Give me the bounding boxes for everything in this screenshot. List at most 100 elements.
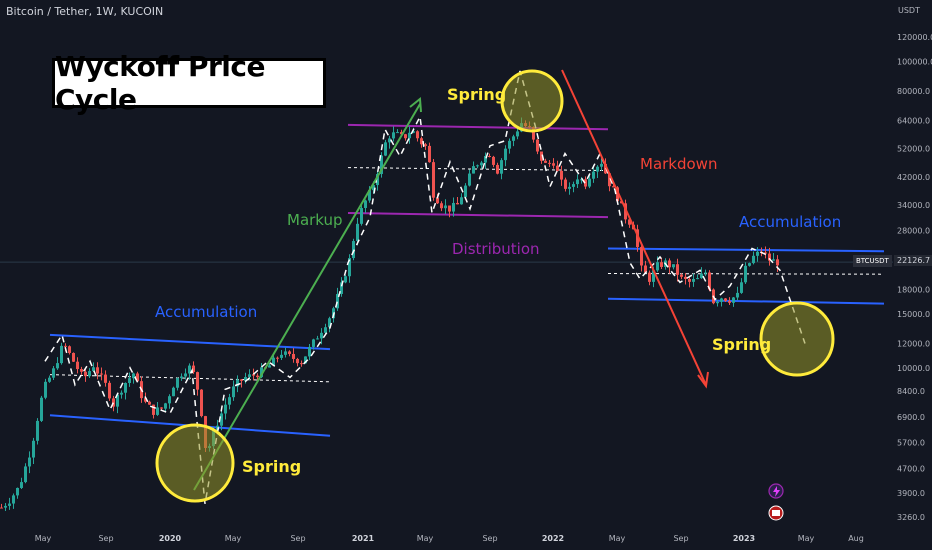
candle-body	[16, 487, 19, 496]
y-tick-label: 15000.0	[897, 310, 930, 319]
candle-body	[20, 482, 23, 488]
accumulation-right-top-line	[607, 247, 885, 253]
candle-body	[608, 173, 611, 187]
candle-body	[360, 207, 363, 224]
distribution-bottom-line	[347, 211, 609, 219]
candle-body	[376, 174, 379, 186]
candle-body	[748, 263, 751, 266]
y-tick-label: 80000.0	[897, 87, 930, 96]
candle-body	[540, 151, 543, 161]
candle-body	[4, 505, 7, 508]
candle-body	[676, 264, 679, 275]
candle-body	[700, 273, 703, 279]
candle-body	[104, 374, 107, 383]
candle-body	[72, 352, 75, 362]
markdown-arrow-line	[561, 69, 707, 386]
candle-body	[196, 372, 199, 390]
y-tick-label: 28000.0	[897, 227, 930, 236]
candle-body	[64, 345, 67, 347]
candle-body	[272, 357, 275, 366]
x-tick-label: May	[609, 534, 626, 543]
candle-body	[324, 327, 327, 333]
candle-body	[648, 272, 651, 282]
candle-body	[148, 401, 151, 405]
candle-body	[440, 203, 443, 209]
x-tick-label: Sep	[673, 534, 688, 543]
candle-body	[228, 397, 231, 405]
candle-body	[408, 132, 411, 139]
candles-group	[0, 117, 779, 512]
candle-body	[36, 420, 39, 441]
candle-body	[268, 365, 271, 368]
spring-circle-top	[500, 69, 564, 133]
candle-body	[452, 202, 455, 212]
candle-body	[56, 363, 59, 369]
candle-body	[584, 179, 587, 187]
candle-body	[480, 162, 483, 166]
candle-body	[580, 179, 583, 181]
candle-body	[688, 279, 691, 282]
candle-body	[404, 134, 407, 139]
accumulation-label-left: Accumulation	[155, 303, 258, 321]
candle-body	[532, 127, 535, 140]
candle-body	[260, 367, 263, 378]
candle-body	[84, 371, 87, 377]
candle-body	[328, 318, 331, 328]
candle-body	[280, 354, 283, 358]
candle-body	[76, 361, 79, 370]
symbol-header[interactable]: Bitcoin / Tether, 1W, KUCOIN	[6, 5, 164, 18]
candle-body	[372, 185, 375, 191]
candle-body	[12, 495, 15, 504]
candle-body	[764, 252, 767, 254]
markup-arrow-head	[409, 97, 422, 113]
candle-body	[344, 276, 347, 283]
accumulation-left-top-line	[49, 333, 331, 351]
candle-body	[596, 166, 599, 172]
candle-body	[180, 376, 183, 379]
y-tick-label: 64000.0	[897, 117, 930, 126]
candle-body	[356, 223, 359, 242]
candle-body	[252, 374, 255, 376]
candle-body	[492, 156, 495, 165]
candle-body	[240, 379, 243, 381]
candle-body	[732, 297, 735, 303]
markup-label: Markup	[287, 211, 343, 229]
candle-body	[776, 259, 779, 266]
candle-body	[612, 186, 615, 188]
candle-body	[624, 203, 627, 220]
candle-body	[168, 396, 171, 404]
spring-label-right: Spring	[712, 335, 772, 354]
candle-body	[472, 166, 475, 174]
candle-body	[668, 260, 671, 268]
markup-arrow-line	[193, 103, 421, 491]
candle-body	[628, 219, 631, 225]
candle-body	[120, 392, 123, 395]
candle-body	[28, 457, 31, 467]
candle-body	[400, 132, 403, 135]
candle-body	[288, 351, 291, 354]
candle-body	[200, 389, 203, 417]
y-tick-label: 8400.0	[897, 387, 925, 396]
candle-body	[304, 356, 307, 364]
candle-body	[336, 294, 339, 309]
candle-body	[320, 332, 323, 339]
y-tick-label: 12000.0	[897, 340, 930, 349]
candle-body	[216, 425, 219, 431]
candle-body	[172, 387, 175, 397]
candle-body	[476, 165, 479, 167]
candle-body	[708, 272, 711, 290]
markdown-label: Markdown	[640, 155, 718, 173]
candle-body	[224, 404, 227, 414]
candle-body	[192, 365, 195, 373]
candle-body	[48, 377, 51, 382]
candle-body	[388, 138, 391, 143]
candle-body	[568, 186, 571, 189]
candle-body	[720, 298, 723, 302]
candle-body	[496, 164, 499, 174]
distribution-top-line	[347, 123, 609, 131]
candle-body	[392, 132, 395, 139]
candle-body	[460, 197, 463, 205]
spring-label-left: Spring	[242, 457, 302, 476]
markdown-arrow-head	[697, 371, 709, 389]
